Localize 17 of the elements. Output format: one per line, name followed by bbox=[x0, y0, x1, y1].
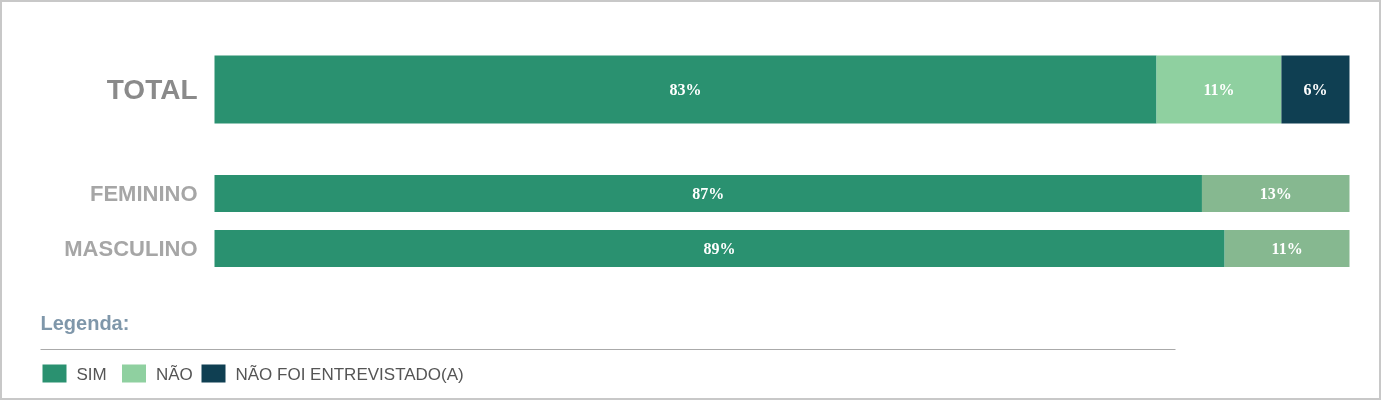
bar bbox=[1281, 55, 1350, 124]
data-label: 87% bbox=[692, 185, 725, 202]
data-label: 89% bbox=[703, 240, 736, 257]
legend-label: NÃO FOI ENTREVISTADO(A) bbox=[235, 365, 464, 384]
bar bbox=[214, 230, 1225, 267]
bar bbox=[1224, 230, 1350, 267]
legend-label: SIM bbox=[76, 365, 107, 384]
data-label: 11% bbox=[1203, 81, 1235, 98]
legend-label: NÃO bbox=[156, 365, 193, 384]
y-tick-label: FEMININO bbox=[89, 181, 198, 206]
data-label: 11% bbox=[1271, 240, 1303, 257]
data-label: 13% bbox=[1259, 185, 1292, 202]
legend-title: Legenda: bbox=[40, 311, 130, 334]
y-tick-label: MASCULINO bbox=[64, 236, 198, 261]
y-tick-label: TOTAL bbox=[106, 74, 198, 105]
data-label: 83% bbox=[669, 81, 702, 98]
data-label: 6% bbox=[1303, 81, 1328, 98]
